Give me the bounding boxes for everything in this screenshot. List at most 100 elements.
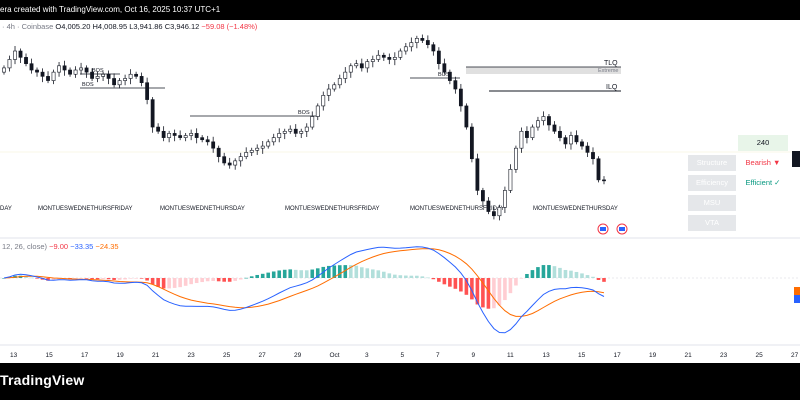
time-tick-label: 19 [649, 352, 657, 359]
time-tick-label: 7 [436, 352, 440, 359]
hist-bar-negative [503, 278, 507, 301]
hist-bar-negative [602, 278, 606, 282]
up-candle [354, 63, 359, 67]
hist-bar-positive [337, 265, 342, 278]
macd-line-value: −33.35 [70, 242, 94, 251]
up-candle [530, 126, 535, 138]
down-candle [134, 73, 139, 77]
hist-bar-negative [216, 278, 221, 282]
ohlc-legend: · 4h · Coinbase O4,005.20 H4,008.95 L3,9… [2, 22, 257, 31]
down-candle [596, 158, 601, 181]
down-candle [469, 126, 474, 160]
down-candle [194, 133, 199, 138]
hist-bar-positive [536, 267, 540, 278]
up-candle [277, 133, 282, 138]
up-candle [392, 57, 397, 60]
hist-bar-positive [376, 270, 381, 278]
hist-bar-negative [172, 278, 177, 288]
macd-line [3, 246, 605, 334]
hist-bar-positive [310, 269, 315, 278]
hist-bar-positive [426, 277, 430, 279]
session-label-5: MONTUESWEDNETHURSDAY [533, 206, 618, 212]
footer [0, 363, 800, 400]
up-candle [95, 76, 100, 79]
down-candle [35, 69, 39, 73]
up-candle [569, 135, 573, 145]
change-value: −59.08 (−1.48%) [201, 22, 258, 31]
hist-bar-positive [304, 270, 309, 278]
down-candle [90, 71, 94, 79]
down-candle [211, 141, 216, 149]
down-candle [475, 158, 480, 191]
up-candle [51, 71, 56, 81]
chart-title: era created with TradingView.com, Oct 16… [0, 5, 221, 14]
up-candle [7, 59, 12, 69]
down-candle [293, 128, 298, 134]
hist-bar-positive [541, 265, 546, 278]
hist-bar-negative [497, 278, 502, 306]
time-tick-label: 21 [685, 352, 693, 359]
time-tick-label: 9 [472, 352, 476, 359]
hist-bar-negative [200, 278, 204, 283]
time-tick-label: 21 [152, 352, 160, 359]
down-candle [387, 57, 392, 60]
macd-hist-value: −9.00 [49, 242, 69, 251]
hist-bar-positive [255, 274, 260, 278]
panel-efficiency-value: Efficient ✓ [745, 178, 781, 187]
hist-bar-negative [459, 278, 463, 292]
high-value: H4,008.95 [92, 22, 128, 31]
bos-label: BOS [92, 68, 104, 74]
hist-bar-negative [453, 278, 458, 289]
down-candle [112, 78, 116, 86]
panel-msu-label: MSU [688, 195, 736, 211]
hist-bar-negative [139, 278, 144, 279]
panel-structure-value: Bearish ▼ [745, 158, 781, 167]
hist-bar-negative [101, 278, 105, 280]
hist-bar-positive [420, 276, 425, 278]
up-candle [536, 120, 540, 128]
up-candle [2, 67, 6, 73]
up-candle [271, 137, 276, 143]
hist-bar-positive [299, 270, 304, 278]
hist-bar-positive [282, 269, 287, 278]
up-candle [57, 65, 61, 73]
down-candle [442, 63, 447, 73]
up-candle [497, 207, 502, 217]
hist-bar-negative [431, 278, 436, 280]
up-candle [310, 116, 315, 128]
candles [2, 34, 606, 221]
chart-area[interactable]: TLQ Extreme ILQ BOS BOS BOS BOS DAY MONTUESWEDNE… [0, 20, 800, 363]
hist-bar-negative [51, 278, 56, 281]
down-candle [585, 145, 590, 153]
hist-bar-positive [382, 271, 386, 278]
down-candle [453, 80, 458, 90]
hist-bar-positive [271, 271, 276, 278]
hist-bar-negative [519, 278, 524, 279]
up-candle [128, 73, 133, 79]
hist-bar-positive [332, 265, 337, 278]
time-tick-label: 25 [756, 352, 764, 359]
tlq-label: TLQ [604, 60, 618, 67]
macd-plot [2, 246, 606, 334]
down-candle [156, 126, 161, 132]
down-candle [574, 135, 579, 143]
hist-bar-negative [222, 278, 226, 282]
time-tick-label: 25 [223, 352, 231, 359]
hist-bar-negative [128, 278, 133, 279]
up-candle [266, 141, 271, 147]
hist-bar-negative [596, 278, 601, 280]
down-candle [480, 190, 485, 202]
time-tick-label: 27 [791, 352, 799, 359]
tradingview-logo[interactable]: TradingView [0, 372, 85, 388]
hist-bar-negative [73, 278, 78, 279]
up-candle [233, 160, 238, 166]
hist-bar-positive [326, 265, 331, 278]
hist-bar-negative [35, 278, 39, 279]
hist-bar-positive [552, 266, 557, 278]
down-candle [492, 211, 496, 217]
tlq-zone [466, 67, 621, 74]
hist-bar-negative [167, 278, 171, 289]
up-candle [315, 105, 320, 117]
